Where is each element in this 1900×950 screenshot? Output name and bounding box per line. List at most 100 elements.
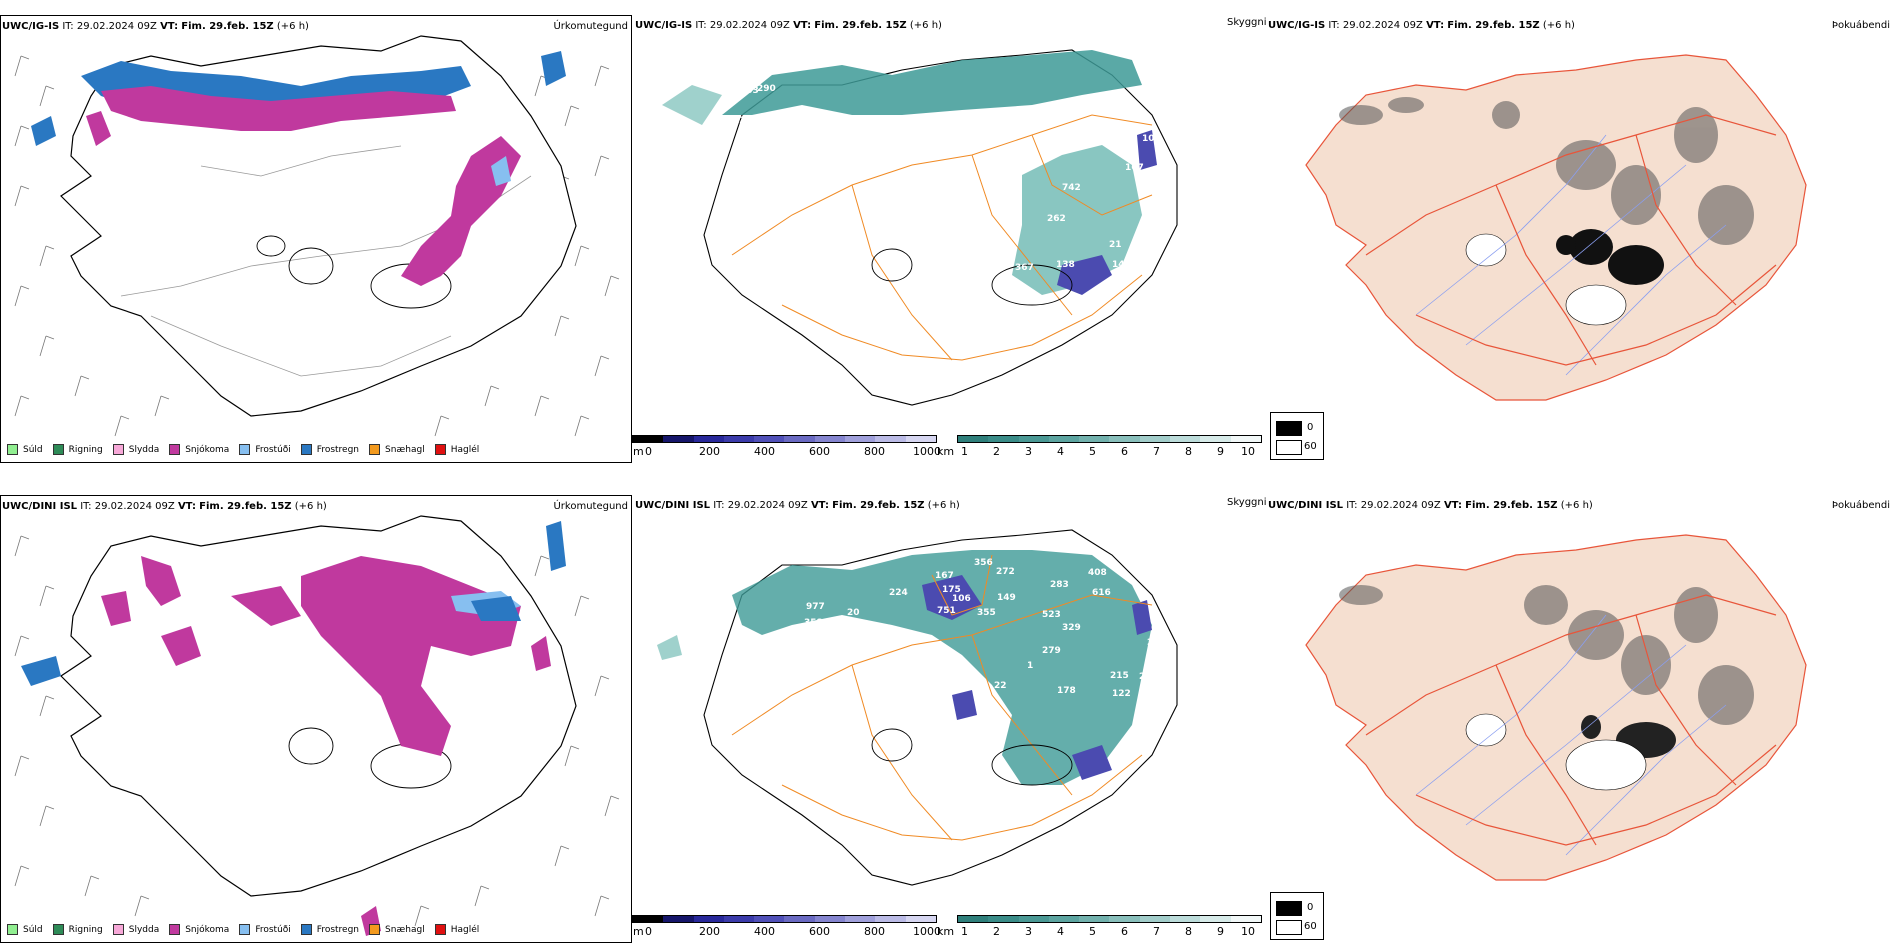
lead-time: (+6 h)	[276, 21, 309, 32]
legend-label: Súld	[23, 444, 43, 455]
legend-swatch	[434, 924, 446, 935]
legend-label: Frostúði	[255, 444, 291, 455]
cloud-low-area-ne	[1137, 130, 1157, 170]
station-label: 616	[1092, 588, 1111, 598]
station-label: 353	[740, 86, 759, 96]
lead-time: (+6 h)	[1542, 20, 1575, 31]
it-label: IT:	[1328, 20, 1340, 31]
fog-legend-label: 60	[1304, 921, 1317, 932]
legend-item-freezing-drizzle: Frostúði	[239, 444, 291, 455]
visibility-tick: 5	[1089, 925, 1096, 938]
station-label: 10	[1142, 134, 1155, 144]
visibility-tick: 6	[1121, 925, 1128, 938]
cloudbase-tick: 400	[754, 445, 775, 458]
legend-item-snow: Snjókoma	[169, 924, 229, 935]
cloudbase-unit: m	[633, 445, 644, 458]
visibility-tick: 9	[1217, 925, 1224, 938]
visibility-panel-bottom: UWC/DINI ISL IT: 29.02.2024 09Z VT: Fim.…	[632, 495, 1267, 943]
precip-map-bottom	[14, 515, 620, 936]
freezing-rain-area-left	[31, 116, 56, 146]
roads-orange	[731, 114, 1153, 361]
cloud-low-areas	[922, 575, 1152, 780]
cloudbase-tick: 400	[754, 925, 775, 938]
cloudbase-tick: 1000	[913, 445, 941, 458]
panel-title: Þokuábendi	[1831, 20, 1890, 31]
valid-time: Fim. 29.feb. 15Z	[832, 500, 925, 511]
station-label: 408	[1088, 568, 1107, 578]
visibility-tick: 7	[1153, 925, 1160, 938]
cloudbase-tick: 600	[809, 925, 830, 938]
panel-header: UWC/DINI ISL IT: 29.02.2024 09Z VT: Fim.…	[2, 501, 327, 513]
station-label: 272	[996, 567, 1015, 577]
glaciers-white	[1465, 233, 1627, 326]
station-label: 329	[1062, 623, 1081, 633]
lead-time: (+6 h)	[909, 20, 942, 31]
precip-map-top	[14, 35, 620, 437]
init-time: 29.02.2024 09Z	[94, 501, 175, 512]
visibility-panel-top: UWC/IG-IS IT: 29.02.2024 09Z VT: Fim. 29…	[632, 15, 1267, 463]
station-labels: 353 290 17 742 262 21 142 167 10 138 367…	[732, 84, 1155, 343]
visibility-colorbar	[957, 435, 1262, 443]
station-label: 178	[1057, 686, 1076, 696]
glaciers-white	[1465, 713, 1647, 791]
legend-swatch	[300, 444, 312, 455]
station-label: 25	[1139, 672, 1152, 682]
visibility-unit: km	[937, 445, 955, 458]
it-label: IT:	[1346, 500, 1358, 511]
panel-title: Úrkomutegund	[553, 501, 628, 512]
station-label: 142	[1112, 260, 1131, 270]
legend-swatch	[7, 444, 18, 455]
station-label: 358	[804, 618, 823, 628]
station-label: 262	[1047, 214, 1066, 224]
cloud-area-light	[657, 635, 682, 660]
snow-area-east	[401, 136, 521, 286]
station-label: 224	[889, 588, 908, 598]
legend-item-rain: Rigning	[52, 924, 103, 935]
legend-label: Snæhagl	[385, 924, 425, 935]
init-time: 29.02.2024 09Z	[1360, 500, 1441, 511]
cloudbase-colorbar	[632, 915, 937, 923]
station-label: 523	[1042, 610, 1061, 620]
legend-label: Snjókoma	[185, 924, 230, 935]
panel-title: Skyggni	[1227, 17, 1267, 28]
rivers	[1415, 614, 1727, 856]
visibility-tick: 10	[1241, 925, 1255, 938]
legend-swatch	[7, 924, 18, 935]
legend-label: Rigning	[68, 444, 103, 455]
lead-time: (+6 h)	[294, 501, 327, 512]
vt-label: VT:	[1443, 500, 1462, 511]
legend-label: Slydda	[128, 924, 160, 935]
it-label: IT:	[713, 500, 725, 511]
legend-swatch	[52, 924, 64, 935]
roads-orange	[731, 554, 1153, 841]
it-label: IT:	[695, 20, 707, 31]
cloudbase-unit: m	[633, 925, 644, 938]
snow-area-left	[21, 656, 61, 686]
iceland-outline	[60, 35, 577, 417]
legend-item-drizzle: Súld	[7, 924, 43, 935]
visibility-tick: 3	[1025, 445, 1032, 458]
fog-legend-swatch	[1276, 920, 1302, 935]
legend-item-freezing-rain: Frostregn	[300, 444, 359, 455]
init-time: 29.02.2024 09Z	[76, 21, 157, 32]
visibility-tick: 8	[1185, 445, 1192, 458]
legend-swatch	[369, 924, 381, 935]
vt-label: VT:	[177, 501, 196, 512]
station-label: 22	[994, 681, 1007, 691]
legend-label: Snæhagl	[385, 444, 425, 455]
cloudbase-tick: 200	[699, 925, 720, 938]
snow-area-west	[86, 111, 111, 146]
legend-label: Súld	[23, 924, 43, 935]
cloud-area-north	[722, 50, 1142, 115]
fog-legend-swatch	[1276, 421, 1302, 436]
station-label: 742	[1062, 183, 1081, 193]
lead-time: (+6 h)	[1560, 500, 1593, 511]
visibility-map-top: 353 290 17 742 262 21 142 167 10 138 367…	[662, 49, 1178, 406]
legend-swatch	[434, 444, 446, 455]
visibility-tick: 10	[1241, 445, 1255, 458]
cloudbase-tick: 600	[809, 445, 830, 458]
legend-item-freezing-drizzle: Frostúði	[239, 924, 291, 935]
legend-swatch	[369, 444, 381, 455]
fog-dark-areas	[1556, 229, 1664, 285]
legend-item-hail: Haglél	[434, 444, 479, 455]
